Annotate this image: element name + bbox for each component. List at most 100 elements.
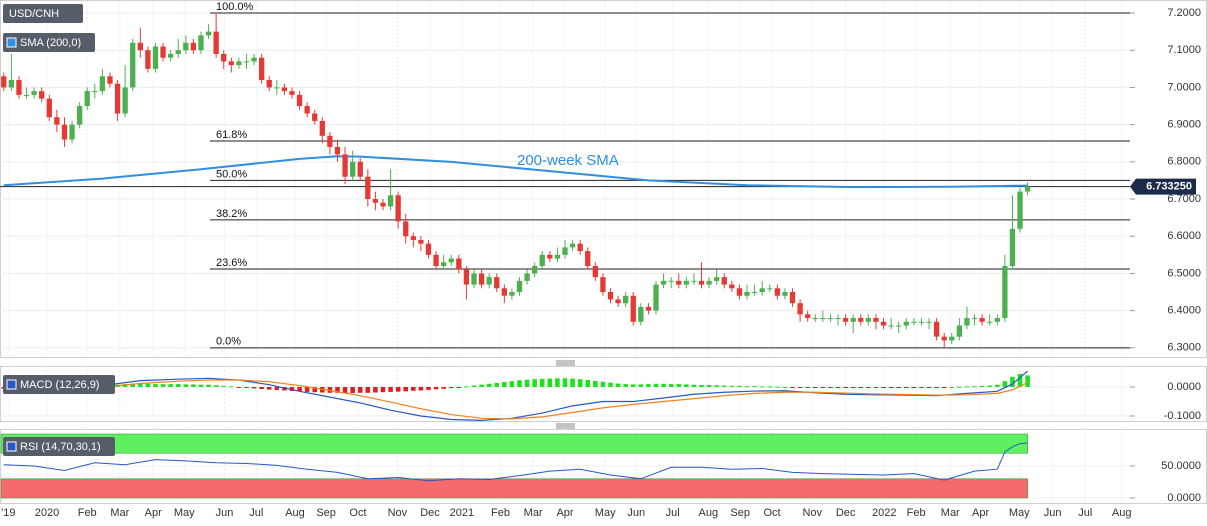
x-tick-label: 2020 [35, 507, 59, 519]
x-tick-label: Sep [730, 507, 750, 519]
histogram-bar [517, 380, 522, 387]
histogram-bar [615, 383, 621, 387]
candle-body [668, 280, 674, 282]
histogram-bar [896, 386, 901, 388]
legend-box [3, 4, 83, 23]
histogram-bar [471, 385, 477, 387]
candle-body [1002, 265, 1008, 319]
sma-line [3, 155, 1028, 189]
histogram-bar [213, 385, 219, 387]
candle-body [441, 262, 447, 266]
histogram-bar [441, 386, 446, 389]
histogram-bar [926, 386, 932, 388]
histogram-bar [251, 386, 257, 389]
histogram-bar [380, 386, 386, 393]
histogram-bar [130, 383, 135, 387]
candle-body [569, 243, 576, 248]
candle-body [23, 94, 30, 96]
histogram-bar [737, 385, 742, 387]
candle-body [744, 292, 750, 296]
candle-body [342, 154, 348, 177]
histogram-bar [395, 386, 401, 392]
candle-body [130, 42, 136, 88]
candle-body [827, 318, 834, 320]
x-tick-label: Mar [110, 507, 129, 519]
histogram-bar [562, 378, 568, 387]
histogram-bar [426, 386, 431, 390]
x-tick-label: Apr [556, 507, 573, 519]
candle-body [319, 120, 325, 136]
histogram-bar [653, 383, 659, 387]
y-tick-label: 6.6000 [1167, 230, 1201, 242]
candle-body [933, 321, 940, 337]
candle-body [888, 325, 894, 327]
candle-body [46, 98, 52, 118]
pane-handle[interactable] [556, 423, 575, 429]
candle-body [312, 113, 318, 121]
x-tick-label: Oct [763, 507, 780, 519]
histogram-bar [752, 386, 757, 388]
legend-swatch [6, 37, 17, 48]
histogram-bar [706, 384, 712, 387]
candle-body [751, 292, 758, 294]
x-tick-label: Aug [1112, 507, 1132, 519]
rsi-band [0, 433, 1028, 454]
histogram-bar [964, 386, 970, 388]
histogram-bar [335, 386, 340, 393]
candle-body [903, 321, 909, 326]
histogram-bar [244, 386, 249, 388]
histogram-bar [593, 380, 598, 387]
candle-body [835, 318, 841, 320]
fib-label: 100.0% [216, 1, 254, 13]
histogram-bar [229, 386, 234, 388]
candle-body [433, 254, 439, 266]
y-tick-label: 0.0000 [1167, 381, 1201, 393]
x-tick-label: Feb [491, 507, 510, 519]
candle-body [926, 321, 932, 323]
y-tick-label: 7.0000 [1167, 81, 1201, 93]
candle-body [99, 76, 106, 92]
histogram-bar [122, 384, 128, 387]
histogram-bar [949, 386, 955, 388]
histogram-bar [145, 383, 151, 387]
candle-body [638, 306, 644, 322]
candle-body [198, 35, 204, 51]
candle-body [592, 265, 598, 278]
histogram-bar [191, 384, 196, 387]
price-panel [0, 0, 1207, 358]
candle-body [964, 318, 970, 326]
legend-text: MACD (12,26,9) [20, 379, 99, 391]
candle-body [873, 318, 879, 322]
candle-body [372, 199, 379, 203]
x-tick-label: Nov [388, 507, 408, 519]
candle-body [577, 243, 583, 252]
histogram-bar [911, 386, 917, 388]
candle-body [501, 288, 507, 296]
candle-body [554, 254, 561, 259]
histogram-bar [289, 386, 295, 392]
pane-handle[interactable] [556, 360, 575, 366]
histogram-bar [373, 386, 378, 393]
candle-body [941, 336, 947, 341]
overlay-layer: 7.2000 7.1000 7.0000 6.9000 6.8000 6.7000 6.60… [1, 1, 1201, 519]
histogram-bar [775, 386, 780, 388]
histogram-bar [904, 386, 909, 388]
histogram-bar [691, 384, 697, 387]
candle-body [8, 79, 15, 88]
x-tick-label: Aug [699, 507, 719, 519]
histogram-bar [600, 381, 606, 387]
histogram-bar [866, 386, 871, 388]
candle-body [607, 292, 614, 300]
candle-body [706, 280, 712, 285]
candle-body [190, 42, 197, 51]
x-tick-label: Dec [836, 507, 856, 519]
x-tick-label: Feb [78, 507, 97, 519]
candle-body [1, 76, 7, 88]
x-tick-label: Jul [249, 507, 263, 519]
x-tick-label: May [1009, 507, 1030, 519]
candle-body [418, 239, 424, 244]
candle-body [562, 247, 568, 255]
fib-label: 61.8% [216, 129, 247, 141]
candle-body [1024, 186, 1031, 192]
